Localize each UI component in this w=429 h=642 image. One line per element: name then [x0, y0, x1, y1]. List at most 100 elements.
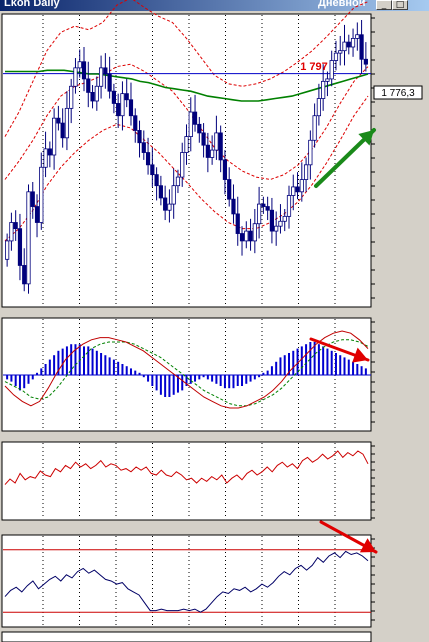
candle-body — [235, 213, 240, 234]
candle-body — [137, 130, 142, 144]
candle-body — [321, 80, 326, 99]
annotation-arrows — [309, 128, 378, 554]
candle-body — [363, 58, 368, 65]
candle-body — [278, 220, 283, 227]
candle-body — [282, 215, 287, 222]
stochastic-line — [4, 550, 369, 613]
candle-body — [154, 174, 159, 187]
bollinger-upper-band — [4, 0, 369, 137]
candle-body — [171, 185, 176, 205]
candle-body — [239, 233, 245, 242]
candle-body — [261, 203, 266, 207]
level-label: 1 797 — [300, 61, 328, 73]
candle-body — [64, 107, 70, 139]
window-period: Дневной — [318, 0, 366, 9]
red-arrow-stochastic-head — [359, 538, 376, 553]
candle-body — [299, 179, 304, 193]
candle-body — [111, 90, 116, 104]
red-arrow-macd-head — [352, 347, 368, 363]
candle-body — [222, 159, 228, 180]
price-box-text: 1 776,3 — [381, 88, 415, 99]
candle-body — [34, 206, 40, 223]
candle-body — [256, 203, 262, 225]
window-titlebar: Lkoh Daily Дневной _ □ — [0, 0, 429, 11]
candle-body — [13, 222, 18, 230]
candle-body — [107, 73, 112, 92]
candle-body — [197, 123, 202, 134]
candle-body — [17, 228, 23, 266]
candle-body — [338, 50, 343, 54]
candle-body — [30, 191, 35, 207]
candle-body — [175, 176, 181, 187]
candle-body — [69, 85, 74, 109]
time-axis-strip — [1, 631, 372, 642]
candle-body — [359, 34, 364, 60]
candle-body — [231, 198, 236, 215]
candle-body — [244, 230, 249, 242]
candle-body — [205, 144, 210, 158]
candle-body — [308, 139, 313, 166]
candle-body — [5, 240, 10, 260]
candle-body — [269, 209, 275, 232]
candle-body — [291, 186, 296, 196]
candle-body — [47, 148, 52, 156]
candle-body — [184, 136, 189, 153]
bollinger-lower-band — [4, 95, 369, 242]
candle-body — [86, 78, 91, 93]
candle-body — [163, 197, 168, 211]
candle-body — [201, 132, 206, 146]
candle-body — [56, 117, 61, 124]
candle-body — [265, 206, 270, 211]
candle-body — [81, 61, 87, 80]
minimize-button[interactable]: _ — [376, 0, 392, 10]
candle-body — [295, 186, 300, 193]
candle-body — [350, 38, 356, 48]
window-title: Lkoh Daily — [4, 0, 60, 9]
candle-body — [227, 179, 232, 200]
candle-body — [116, 103, 121, 117]
candle-body — [22, 265, 27, 285]
macd-line — [4, 330, 369, 409]
candle-body — [192, 111, 198, 125]
candle-body — [312, 115, 317, 141]
candle-body — [158, 185, 163, 199]
candle-body — [9, 222, 14, 242]
green-up-arrow-head — [358, 130, 374, 146]
candle-body — [180, 152, 185, 178]
candle-body — [316, 98, 321, 117]
candle-body — [303, 164, 309, 180]
candle-body — [214, 132, 219, 151]
candle-body — [252, 223, 257, 242]
candle-body — [73, 67, 78, 87]
candle-body — [248, 230, 253, 242]
oscillator-line — [4, 450, 369, 485]
candle-body — [90, 92, 95, 102]
candle-body — [286, 195, 292, 217]
candle-body — [133, 115, 138, 131]
candle-body — [52, 117, 57, 156]
stochastic-panel-frame — [1, 534, 372, 628]
candle-body — [103, 67, 108, 75]
candle-body — [342, 41, 347, 52]
candle-body — [167, 203, 172, 211]
candle-body — [188, 111, 193, 137]
oscillator-panel-frame — [1, 441, 372, 521]
candle-body — [210, 149, 215, 158]
candle-body — [329, 60, 334, 80]
candle-body — [98, 67, 104, 87]
candle-body — [39, 166, 44, 223]
candle-body — [43, 148, 48, 168]
candle-body — [333, 52, 339, 61]
candle-body — [150, 164, 155, 176]
maximize-button[interactable]: □ — [392, 0, 408, 10]
candle-body — [124, 93, 129, 101]
candle-body — [60, 122, 65, 139]
candle-body — [26, 191, 31, 285]
candle-body — [120, 93, 125, 117]
moving-average-line — [5, 69, 369, 102]
candle-body — [355, 34, 360, 39]
candle-body — [218, 132, 223, 161]
candle-body — [77, 61, 82, 69]
candle-body — [346, 41, 351, 48]
